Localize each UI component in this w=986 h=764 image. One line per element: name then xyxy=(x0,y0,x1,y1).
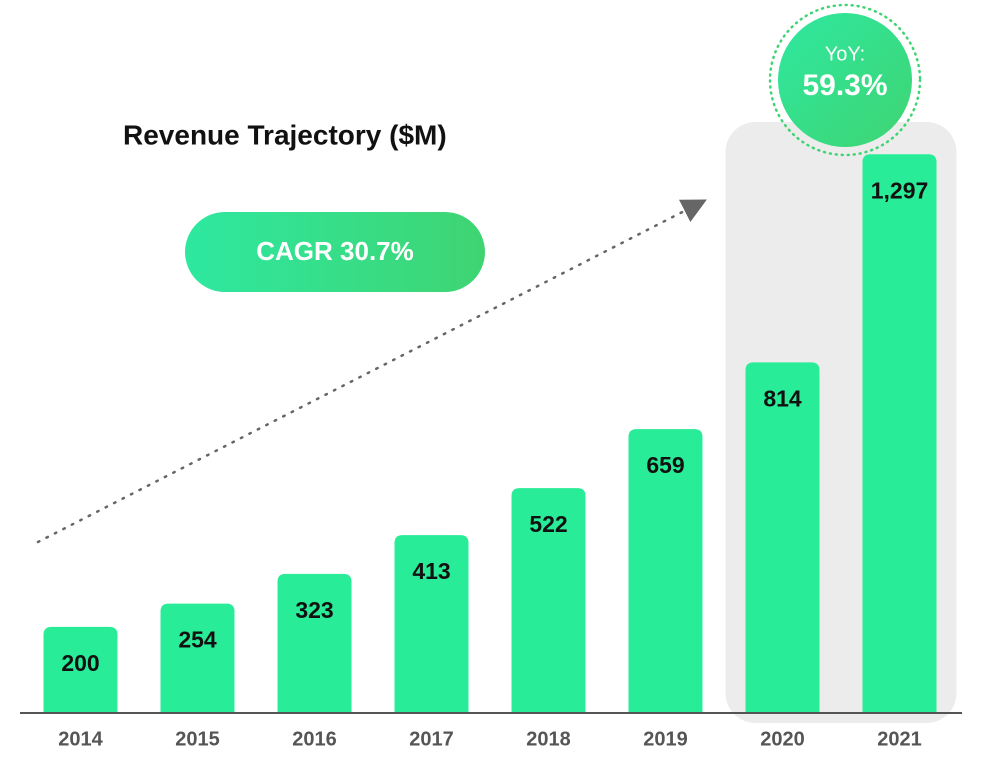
x-tick-label: 2018 xyxy=(526,728,571,750)
value-label: 522 xyxy=(529,511,567,537)
cagr-pill xyxy=(185,212,485,292)
value-label: 413 xyxy=(412,558,450,584)
bar xyxy=(160,603,235,713)
bar xyxy=(511,488,586,713)
bar xyxy=(745,362,820,713)
trend-arrow xyxy=(36,199,707,544)
value-label: 323 xyxy=(295,597,333,623)
yoy-circle xyxy=(778,13,912,147)
yoy-label: YoY: xyxy=(825,43,865,65)
x-tick-label: 2021 xyxy=(877,728,922,750)
yoy-ring xyxy=(768,3,922,157)
x-tick-label: 2017 xyxy=(409,728,454,750)
x-tick-label: 2019 xyxy=(643,728,688,750)
bar xyxy=(394,535,469,713)
bar xyxy=(628,429,703,713)
value-label: 1,297 xyxy=(871,177,929,203)
yoy-value: 59.3% xyxy=(802,69,887,102)
bar xyxy=(277,573,352,713)
cagr-label: CAGR 30.7% xyxy=(256,236,414,266)
bar xyxy=(43,626,118,713)
x-tick-label: 2015 xyxy=(175,728,220,750)
value-label: 254 xyxy=(178,627,217,653)
value-label: 659 xyxy=(646,452,684,478)
chart-title: Revenue Trajectory ($M) xyxy=(123,119,447,150)
x-tick-label: 2016 xyxy=(292,728,337,750)
value-label: 200 xyxy=(61,650,99,676)
x-tick-label: 2020 xyxy=(760,728,805,750)
bar xyxy=(862,154,937,714)
plot-area: 2014 200 2015 254 2016 323 2017 413 2018 522 2019 6… xyxy=(43,154,937,750)
value-label: 814 xyxy=(763,385,802,411)
x-tick-label: 2014 xyxy=(58,728,103,750)
